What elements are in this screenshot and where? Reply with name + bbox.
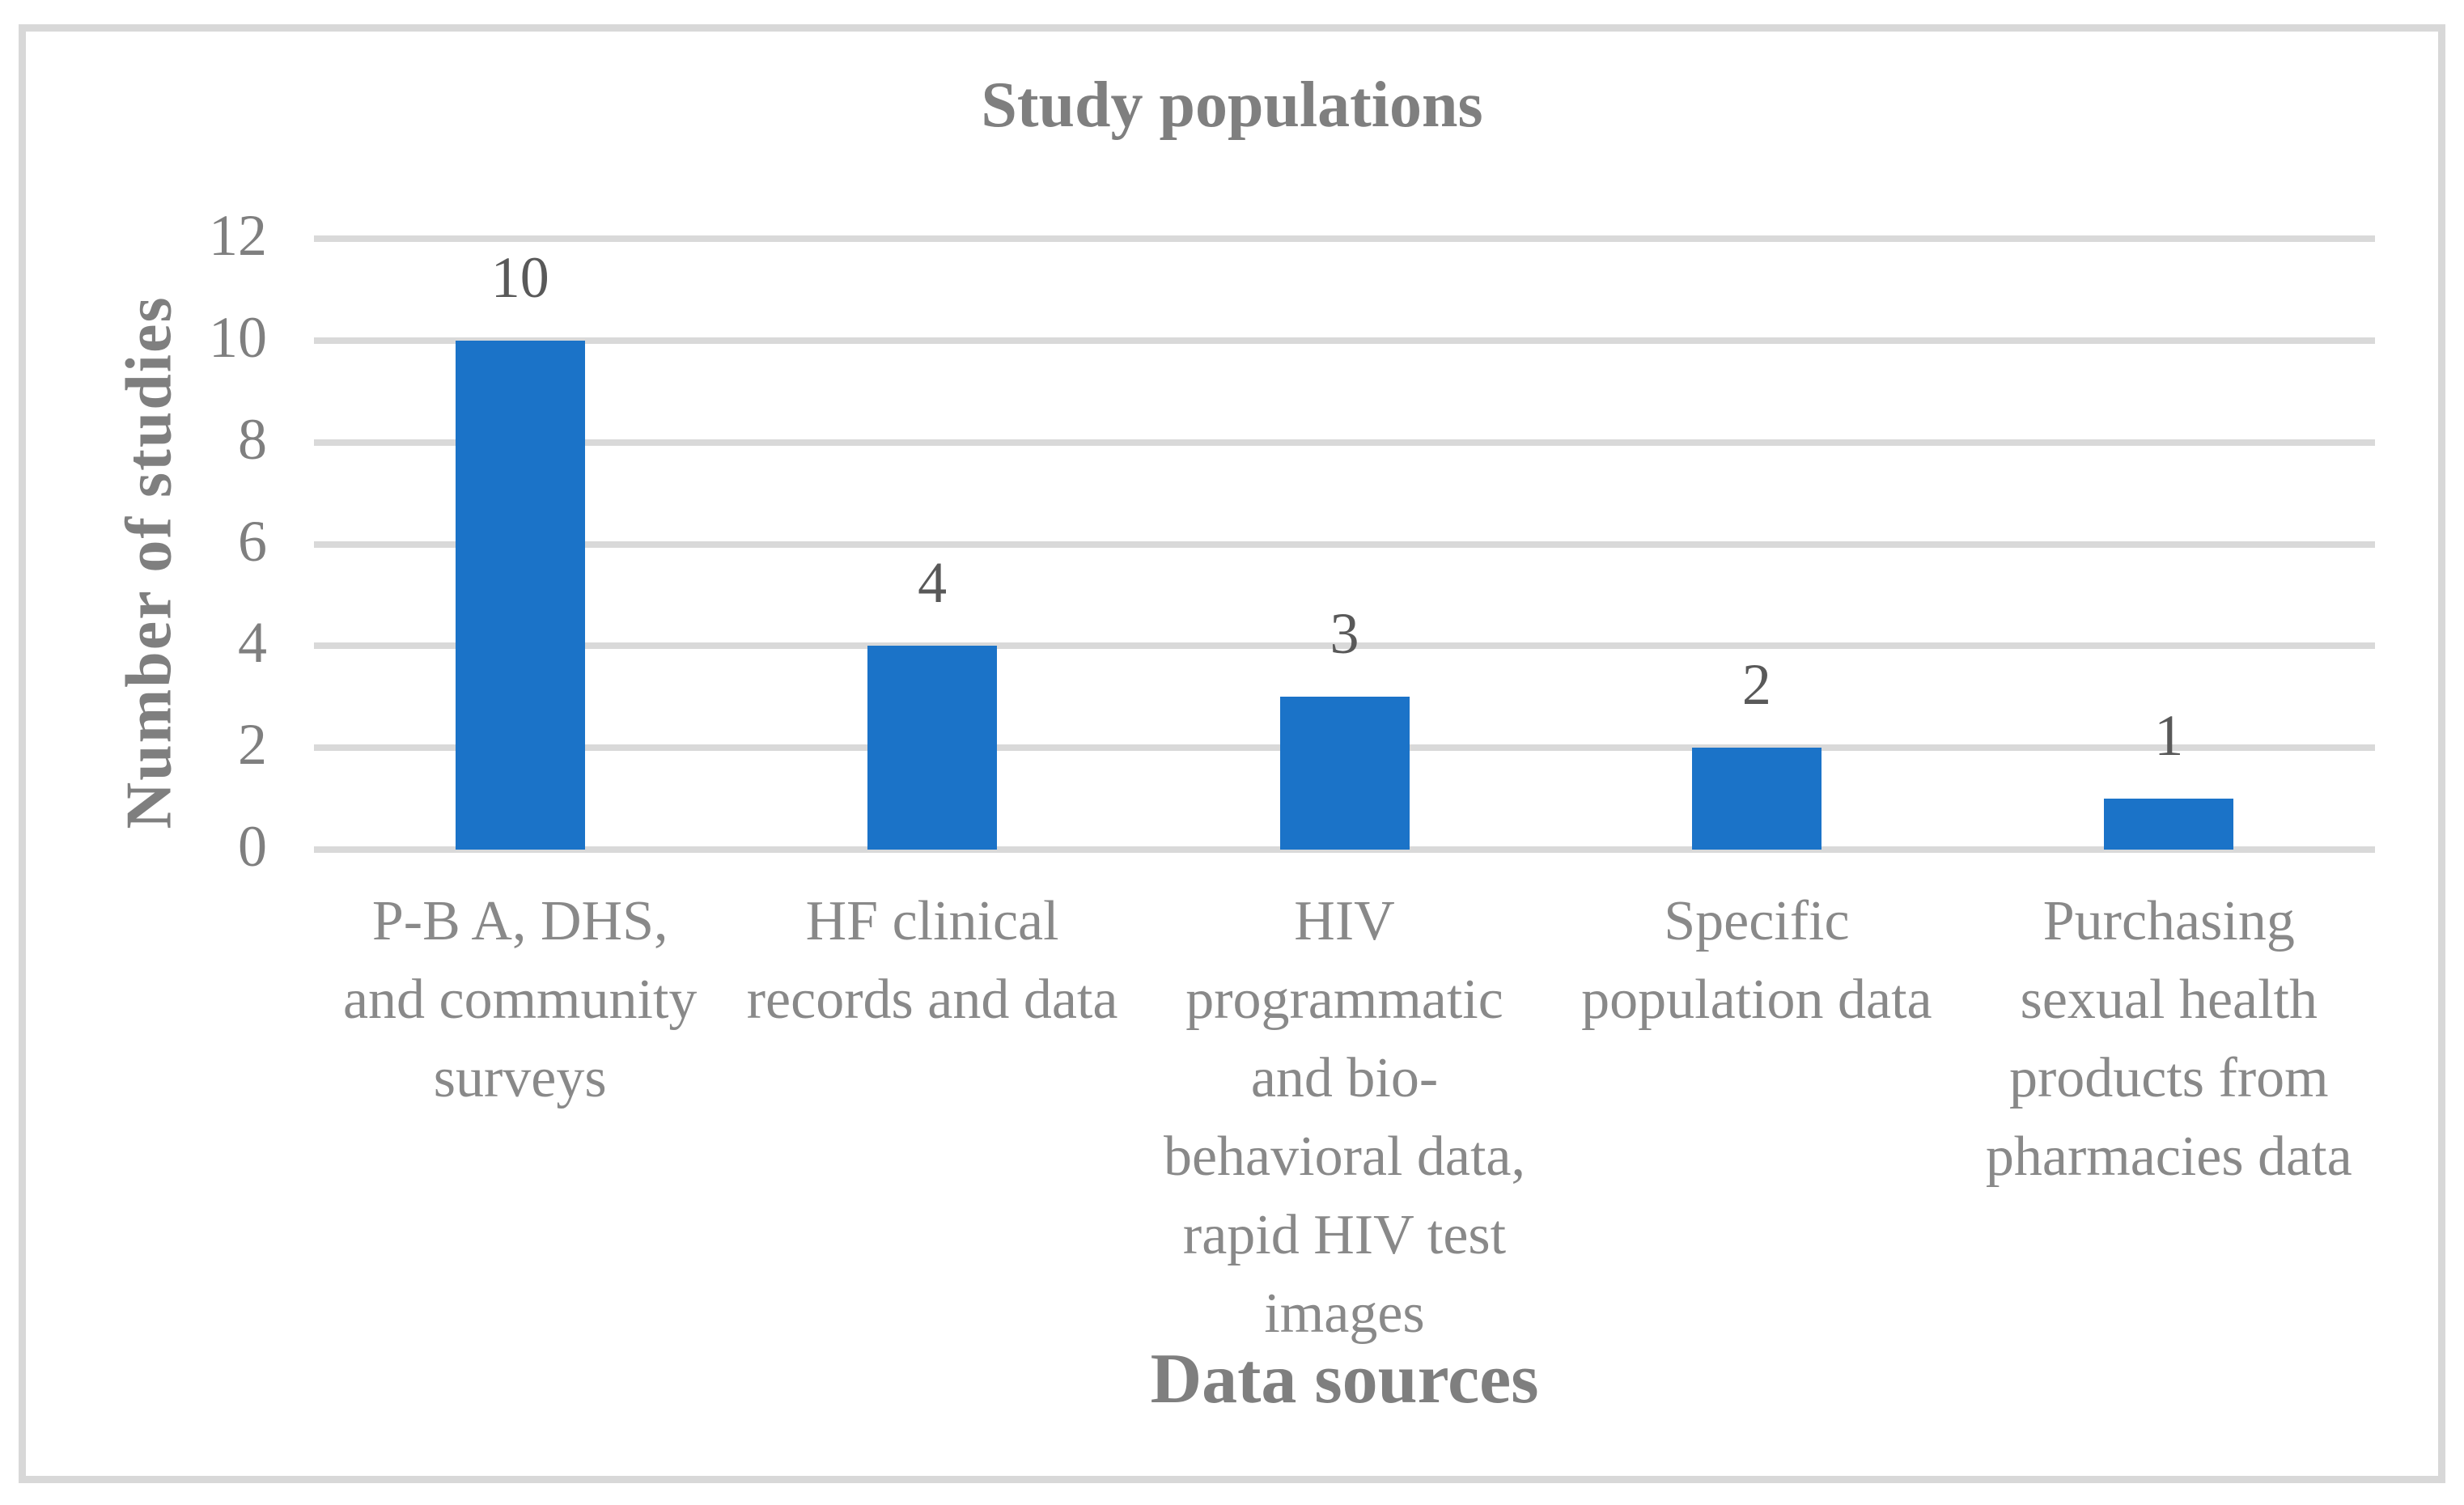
bar-4 [1691,748,1821,850]
gridline-y-4 [314,642,2375,650]
x-category-label-2: HF clinical records and data [746,890,1118,1031]
gridline-y-0 [314,846,2375,853]
y-tick-label-4: 4 [238,610,267,676]
bar-value-label-4: 2 [1741,652,1771,718]
plot-area: 10 4 3 2 1 [314,235,2375,853]
x-category-label-5: Purchasing sexual health products from p… [1985,890,2352,1188]
x-category-label-3: HIV programmatic and bio- behavioral dat… [1163,890,1525,1345]
bar-value-label-5: 1 [2154,703,2184,769]
bar-3 [1279,697,1410,850]
bar-1 [455,340,585,850]
gridline-y-12 [314,235,2375,242]
y-tick-label-8: 8 [238,406,267,472]
bar-5 [2104,799,2234,850]
y-tick-label-6: 6 [238,508,267,574]
gridline-y-10 [314,337,2375,344]
x-category-label-1: P-B A, DHS, and community surveys [342,890,698,1109]
y-tick-label-0: 0 [238,814,267,880]
chart-title: Study populations [981,70,1483,141]
x-axis-title: Data sources [1150,1340,1539,1418]
bar-value-label-3: 3 [1330,601,1359,667]
gridline-y-8 [314,439,2375,446]
bar-2 [867,646,998,850]
y-tick-label-12: 12 [209,203,267,269]
gridline-y-6 [314,541,2375,548]
x-category-label-4: Specific population data [1581,890,1932,1031]
y-tick-label-2: 2 [238,712,267,778]
y-tick-label-10: 10 [209,305,267,371]
bar-value-label-1: 10 [490,244,549,310]
bar-value-label-2: 4 [918,550,948,616]
